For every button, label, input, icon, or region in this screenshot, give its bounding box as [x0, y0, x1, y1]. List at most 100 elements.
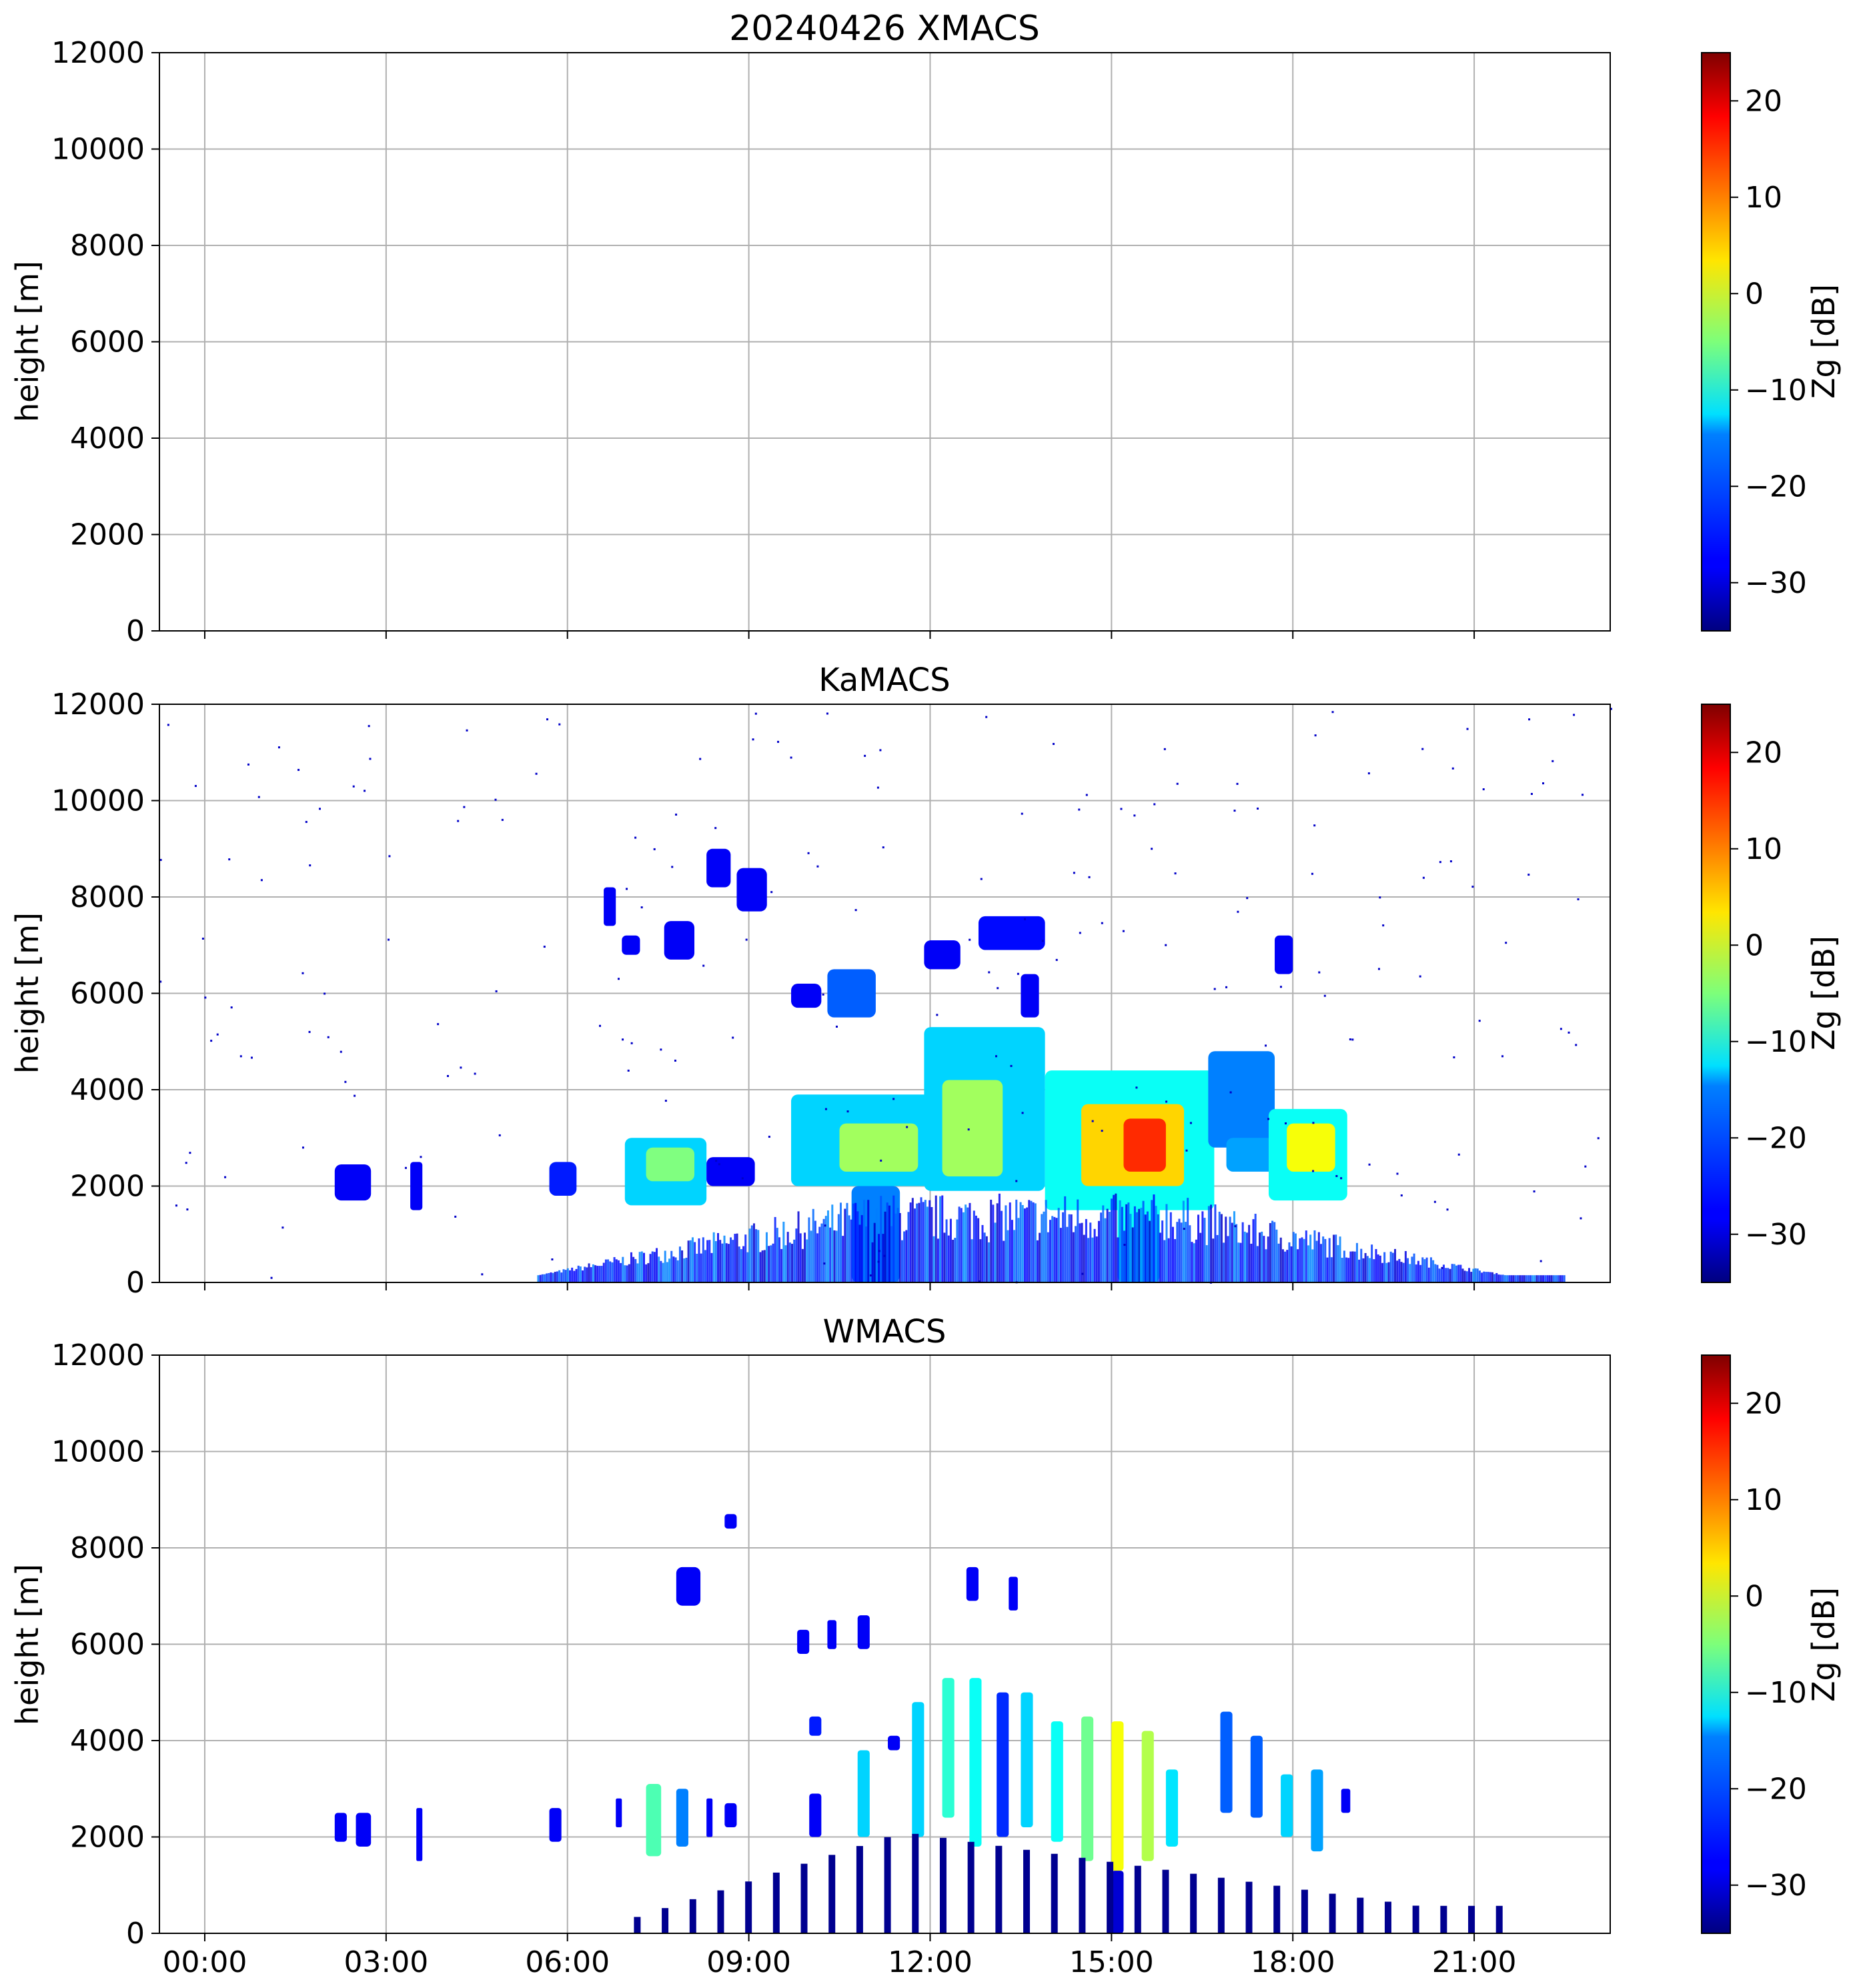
echo-region: [1220, 1711, 1233, 1813]
colorbar-tick-label: −20: [1745, 1772, 1807, 1806]
x-tick-label: 03:00: [344, 1945, 428, 1979]
x-ticks: 00:00 03:00 06:00 09:00 12:00 15:00 18:00 21:00: [163, 1933, 1517, 1979]
echo-region: [664, 921, 695, 960]
echo-region: [616, 1798, 622, 1828]
echo-region: [604, 887, 616, 926]
y-tick-label: 2000: [70, 518, 145, 552]
echo-region: [706, 1798, 713, 1837]
colorbar-tick-label: 20: [1745, 736, 1782, 770]
colorbar-tick-label: −30: [1745, 1218, 1807, 1252]
y-axis-label: height [m]: [9, 261, 45, 422]
colorbar-tick-label: −20: [1745, 1121, 1807, 1155]
echo-region: [410, 1162, 423, 1210]
panel-title: 20240426 XMACS: [729, 9, 1040, 49]
colorbar-tick-label: 10: [1745, 1483, 1782, 1517]
y-tick-label: 12000: [51, 688, 145, 722]
colorbar-ticks: −30 −20 −10 0 10 20: [1730, 1386, 1807, 1903]
echo-region: [827, 1620, 836, 1649]
echo-region: [724, 1514, 737, 1529]
panel-xmacs: 20240426 XMACS 0 2000 4000 6000 8000 10000 120…: [9, 9, 1842, 648]
echo-region: [1250, 1735, 1263, 1818]
echo-region: [1081, 1716, 1094, 1861]
echo-region: [1275, 935, 1293, 974]
echo-region: [857, 1615, 870, 1649]
echo-region: [942, 1080, 1003, 1177]
y-tick-label: 0: [126, 614, 145, 648]
colorbar-tick-label: −30: [1745, 1869, 1807, 1903]
y-tick-label: 0: [126, 1266, 145, 1300]
echo-region: [724, 1803, 737, 1828]
y-ticks: 0 2000 4000 6000 8000 10000 12000: [51, 1338, 159, 1951]
colorbar-tick-label: −10: [1745, 373, 1807, 407]
y-tick-label: 8000: [70, 229, 145, 263]
echo-region: [997, 1692, 1009, 1837]
colorbar-tick-label: −10: [1745, 1025, 1807, 1059]
y-ticks: 0 2000 4000 6000 8000 10000 12000: [51, 36, 159, 648]
echo-region: [1111, 1871, 1124, 1933]
colorbar-tick-label: 10: [1745, 832, 1782, 866]
y-tick-label: 8000: [70, 1531, 145, 1565]
x-ticks: [203, 1282, 1475, 1290]
colorbar-tick-label: −30: [1745, 566, 1807, 600]
colorbar-tick-label: 10: [1745, 181, 1782, 215]
echo-region: [1123, 1118, 1166, 1172]
y-tick-label: 12000: [51, 1338, 145, 1372]
panel-kamacs: KaMACS 0 2000 4000 6000 8000 10000 12000 heigh…: [9, 662, 1842, 1300]
colorbar: [1701, 1354, 1731, 1934]
echo-region: [549, 1162, 577, 1196]
echo-region: [1311, 1769, 1323, 1852]
colorbar-tick-label: 20: [1745, 84, 1782, 118]
colorbar-tick-label: 0: [1745, 928, 1764, 962]
x-tick-label: 12:00: [888, 1945, 973, 1979]
y-tick-label: 6000: [70, 977, 145, 1011]
echo-region: [1009, 1577, 1018, 1611]
y-tick-label: 4000: [70, 1724, 145, 1758]
echo-region: [791, 984, 822, 1008]
echo-region: [978, 916, 1045, 950]
y-tick-label: 6000: [70, 325, 145, 359]
colorbar-tick-label: 0: [1745, 1579, 1764, 1613]
echo-layer: [159, 708, 1612, 1284]
echo-region: [622, 935, 640, 955]
x-tick-label: 06:00: [525, 1945, 610, 1979]
x-tick-label: 21:00: [1432, 1945, 1517, 1979]
y-axis-label: height [m]: [9, 912, 45, 1074]
echo-region: [1021, 974, 1039, 1018]
x-tick-label: 09:00: [706, 1945, 791, 1979]
colorbar-ticks: −30 −20 −10 0 10 20: [1730, 84, 1807, 600]
echo-region: [839, 1123, 918, 1172]
echo-region: [706, 848, 731, 888]
echo-region: [827, 969, 876, 1018]
echo-region: [356, 1813, 372, 1847]
colorbar-tick-label: −10: [1745, 1676, 1807, 1710]
x-ticks: [203, 631, 1475, 639]
echo-region: [797, 1629, 810, 1654]
colorbar: [1701, 704, 1731, 1283]
panel-title: WMACS: [823, 1313, 947, 1350]
echo-region: [924, 940, 961, 970]
echo-region: [549, 1808, 562, 1842]
echo-region: [1341, 1789, 1351, 1813]
y-tick-label: 6000: [70, 1628, 145, 1662]
y-tick-label: 4000: [70, 1073, 145, 1107]
echo-region: [1111, 1721, 1124, 1871]
echo-region: [966, 1567, 979, 1601]
y-tick-label: 0: [126, 1917, 145, 1951]
echo-region: [1051, 1721, 1063, 1842]
echo-region: [676, 1789, 688, 1847]
echo-region: [646, 1147, 695, 1182]
x-tick-label: 15:00: [1069, 1945, 1154, 1979]
echo-region: [416, 1808, 423, 1861]
echo-region: [809, 1793, 822, 1837]
echo-region: [912, 1702, 924, 1837]
y-ticks: 0 2000 4000 6000 8000 10000 12000: [51, 688, 159, 1300]
echo-region: [334, 1813, 347, 1842]
echo-region: [1141, 1731, 1154, 1861]
colorbar-label: Zg [dB]: [1806, 284, 1842, 399]
echo-region: [736, 868, 767, 912]
ground-clutter: [634, 1833, 1503, 1933]
colorbar-label: Zg [dB]: [1806, 1587, 1842, 1702]
echo-region: [857, 1750, 870, 1837]
